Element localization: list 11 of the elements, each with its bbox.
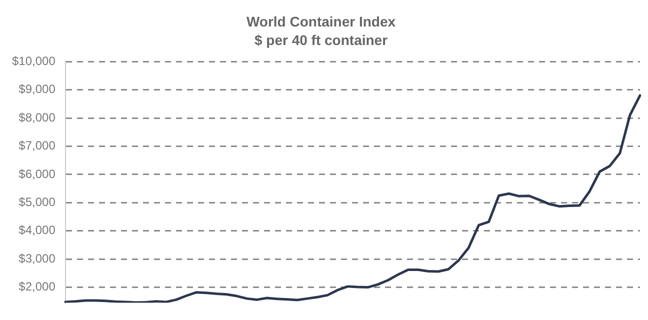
y-tick-label: $9,000 [18, 82, 56, 96]
chart-subtitle: $ per 40 ft container [254, 32, 388, 48]
y-tick-label: $8,000 [18, 110, 56, 124]
y-tick-label: $5,000 [18, 194, 56, 209]
y-tick-label: $6,000 [18, 166, 56, 181]
chart-title: World Container Index [246, 13, 396, 30]
y-tick-label: $7,000 [18, 138, 56, 153]
y-tick-label: $10,000 [12, 54, 56, 68]
y-tick-label: $4,000 [18, 223, 56, 238]
y-tick-label: $3,000 [18, 251, 56, 266]
y-tick-label: $2,000 [18, 280, 56, 294]
